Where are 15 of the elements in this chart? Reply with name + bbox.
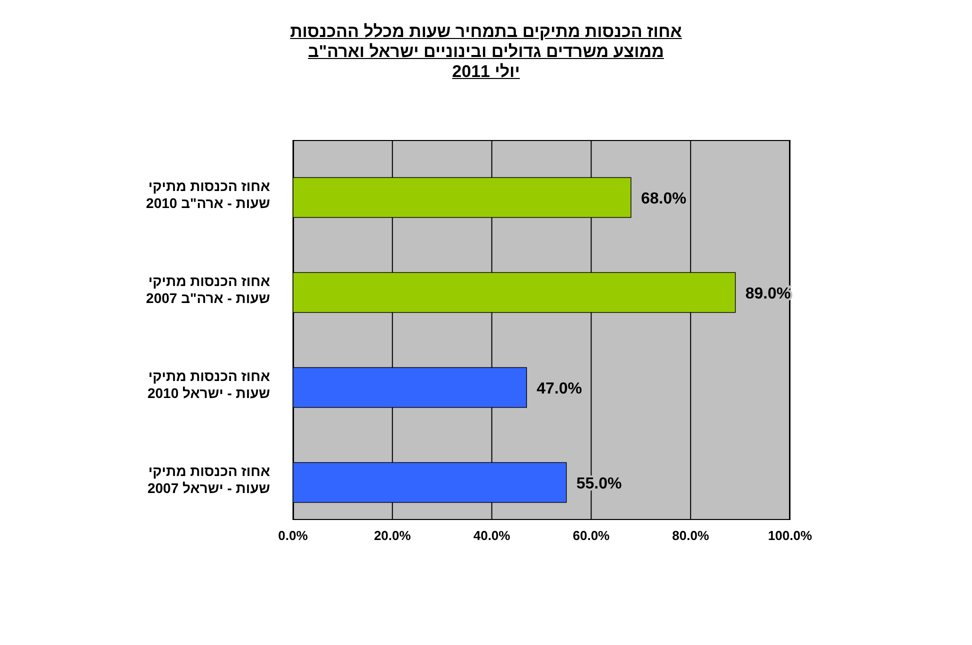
y-tick-label: אחוז הכנסות מתיקי שעות - ישראל 2007 <box>146 462 270 496</box>
chart-subtitle: ממוצע משרדים גדולים ובינוניים ישראל וארה"ב <box>307 42 665 62</box>
x-tick-label: 100.0% <box>768 528 812 543</box>
data-label: 47.0% <box>536 380 582 398</box>
y-tick-label: אחוז הכנסות מתיקי שעות - ישראל 2010 <box>146 368 270 402</box>
y-tick-label: אחוז הכנסות מתיקי שעות - ארה"ב 2010 <box>145 178 270 212</box>
data-label: 68.0% <box>640 190 686 208</box>
x-tick-label: 40.0% <box>473 528 511 543</box>
x-tick-label: 0.0% <box>278 528 308 543</box>
y-tick-label: אחוז הכנסות מתיקי שעות - ארה"ב 2007 <box>145 272 270 306</box>
x-tick-label: 60.0% <box>572 528 610 543</box>
text: יולי 2011 <box>451 62 521 82</box>
chart-title: אחוז הכנסות מתיקים בתמחיר שעות מכלל ההכנסות <box>289 22 683 42</box>
x-tick-label: 80.0% <box>672 528 710 543</box>
x-tick-label: 20.0% <box>374 528 412 543</box>
